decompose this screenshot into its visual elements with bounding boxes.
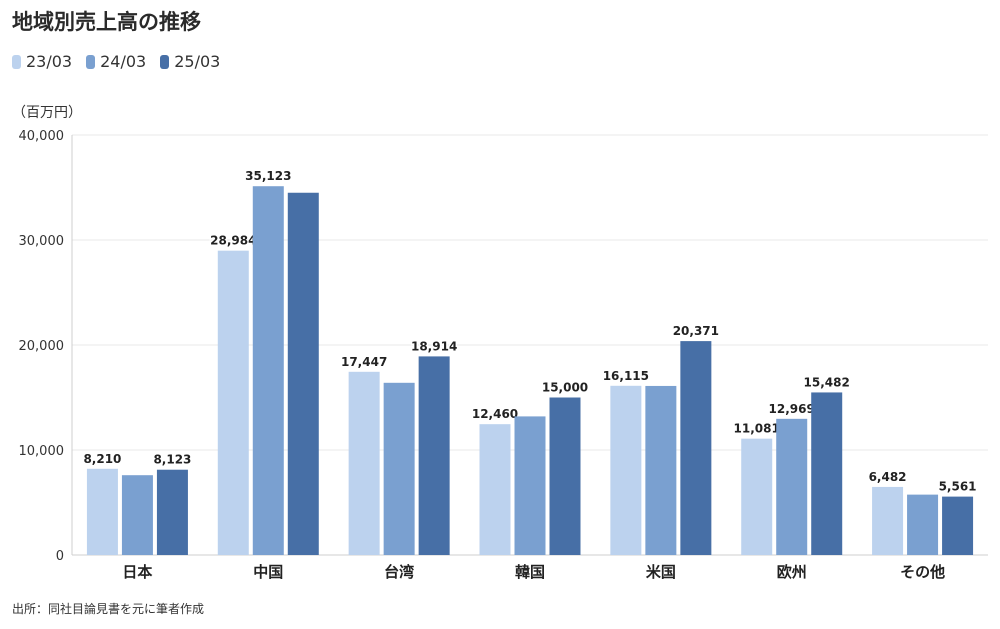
bar-3-series-2 [383,382,415,555]
x-category-label-1: 日本 [122,563,152,581]
bar-5-series-3 [680,341,712,555]
bar-6-series-2 [776,418,808,555]
y-tick-label-2: 20,000 [19,339,65,354]
bar-6-series-3 [811,392,843,555]
bar-5-series-1 [610,385,642,555]
legend-label-25-03: 25/03 [174,52,221,71]
bar-2-series-2 [252,186,284,555]
data-label-5-series-1: 16,115 [603,369,649,383]
bar-6-series-1 [741,438,773,555]
y-axis-unit-label: （百万円） [12,105,82,121]
x-category-label-2: 中国 [253,563,283,581]
bar-4-series-3 [549,397,581,555]
y-tick-label-4: 40,000 [19,129,65,144]
legend: 23/03 24/03 25/03 [12,52,220,71]
chart-title: 地域別売上高の推移 [12,10,201,34]
data-label-4-series-1: 12,460 [472,407,518,421]
bar-1-series-1 [86,468,118,555]
bar-7-series-3 [942,496,974,555]
bar-1-series-2 [121,475,153,555]
y-tick-label-1: 10,000 [19,444,65,459]
bar-2-series-3 [287,192,319,555]
x-category-label-5: 米国 [646,563,676,581]
data-label-2-series-1: 28,984 [210,234,256,248]
x-category-label-4: 韓国 [515,563,545,581]
bar-2-series-1 [217,250,249,555]
x-category-label-3: 台湾 [384,563,414,581]
bar-5-series-2 [645,385,677,555]
bar-3-series-3 [418,356,450,555]
data-label-6-series-1: 11,081 [734,422,780,436]
bar-3-series-1 [348,371,380,555]
data-label-6-series-3: 15,482 [804,375,850,389]
data-label-1-series-1: 8,210 [83,452,121,466]
y-tick-label-0: 0 [56,549,64,564]
legend-label-23-03: 23/03 [26,52,73,71]
legend-swatch-24-03 [86,54,96,69]
legend-label-24-03: 24/03 [100,52,147,71]
data-label-3-series-3: 18,914 [411,339,457,353]
legend-swatch-23-03 [12,54,21,69]
source-note: 出所：同社目論見書を元に筆者作成 [12,602,205,616]
data-label-4-series-3: 15,000 [542,381,588,395]
data-label-7-series-3: 5,561 [939,480,977,494]
data-label-2-series-2: 35,123 [245,169,291,183]
bar-7-series-2 [907,494,939,555]
x-category-label-6: 欧州 [777,563,807,581]
data-label-3-series-1: 17,447 [341,355,387,369]
data-label-6-series-2: 12,969 [769,402,815,416]
legend-item-23-03: 23/03 [12,52,72,71]
y-tick-label-3: 30,000 [19,234,65,249]
data-label-1-series-3: 8,123 [153,453,191,467]
legend-item-24-03: 24/03 [86,52,146,71]
legend-item-25-03: 25/03 [160,52,220,71]
x-category-label-7: その他 [900,563,945,581]
data-label-7-series-1: 6,482 [869,470,907,484]
bar-1-series-3 [156,469,188,555]
bar-4-series-2 [514,416,546,555]
bar-4-series-1 [479,424,511,555]
bar-7-series-1 [872,486,904,555]
data-label-5-series-3: 20,371 [673,324,719,338]
legend-swatch-25-03 [160,54,170,69]
